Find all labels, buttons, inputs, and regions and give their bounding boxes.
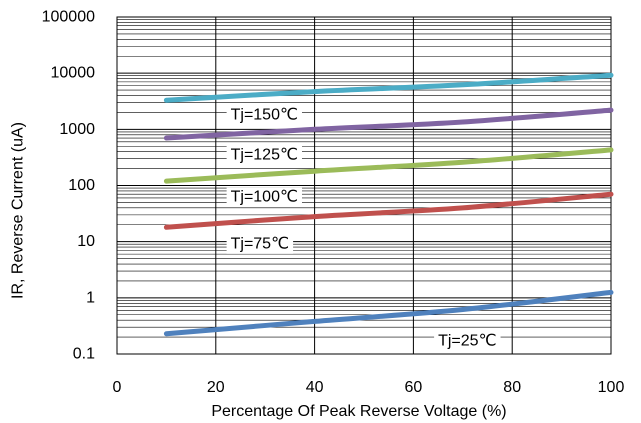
plot-border bbox=[116, 16, 612, 355]
curve-label-box bbox=[226, 187, 302, 207]
y-tick-label: 100 bbox=[68, 177, 95, 194]
x-tick-label: 20 bbox=[207, 379, 225, 396]
curve-label-text: Tj=25℃ bbox=[438, 333, 496, 350]
x-axis-title: Percentage Of Peak Reverse Voltage (%) bbox=[211, 403, 506, 420]
curve-label-box bbox=[434, 331, 501, 351]
curve-label: Tj=150℃ bbox=[226, 105, 302, 125]
series-line-tj25 bbox=[163, 289, 614, 337]
series-line-tj100 bbox=[163, 147, 614, 184]
x-tick-label: 100 bbox=[598, 379, 625, 396]
series-line-tj125 bbox=[163, 107, 614, 141]
curve-label: Tj=100℃ bbox=[226, 187, 302, 207]
y-tick-label: 10000 bbox=[51, 65, 96, 82]
curve-label: Tj=75℃ bbox=[226, 234, 294, 254]
annotation-layer: Tj=150℃ Tj=125℃ Tj=100℃ Tj=75℃ Tj=25℃ bbox=[226, 105, 501, 351]
y-axis-title: IR, Reverse Current (uA) bbox=[10, 122, 27, 299]
x-tick-label: 0 bbox=[113, 379, 122, 396]
curve-label-text: Tj=150℃ bbox=[231, 106, 298, 123]
curve-label-box bbox=[226, 145, 302, 165]
y-tick-label: 100000 bbox=[42, 9, 95, 26]
curve-label-box bbox=[226, 234, 294, 254]
x-tick-labels: 0 20 40 60 80 100 bbox=[113, 379, 625, 396]
series-line-tj150 bbox=[163, 72, 614, 103]
curve-label-text: Tj=100℃ bbox=[231, 189, 298, 206]
y-tick-label: 0.1 bbox=[73, 346, 95, 363]
y-tick-label: 1 bbox=[86, 289, 95, 306]
curve-label-text: Tj=75℃ bbox=[231, 236, 289, 253]
series-layer bbox=[163, 72, 614, 337]
y-tick-label: 10 bbox=[77, 233, 95, 250]
y-tick-label: 1000 bbox=[59, 121, 95, 138]
curve-label: Tj=125℃ bbox=[226, 145, 302, 165]
curve-label: Tj=25℃ bbox=[434, 331, 501, 351]
x-tick-label: 80 bbox=[503, 379, 521, 396]
x-tick-label: 60 bbox=[405, 379, 423, 396]
series-line-tj75 bbox=[163, 191, 614, 230]
curve-label-text: Tj=125℃ bbox=[231, 146, 298, 163]
x-tick-label: 40 bbox=[306, 379, 324, 396]
y-tick-labels: 0.1 1 10 100 1000 10000 100000 bbox=[42, 9, 95, 363]
curve-label-box bbox=[226, 105, 302, 125]
